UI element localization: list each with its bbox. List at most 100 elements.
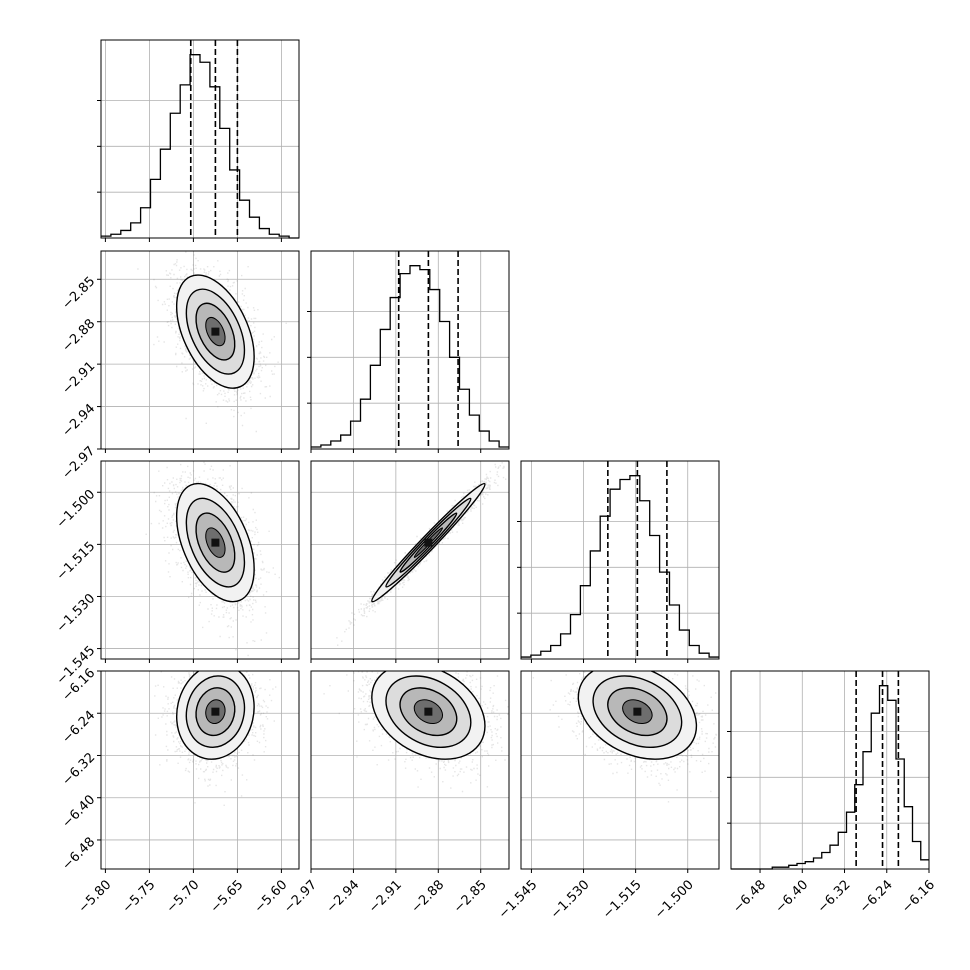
panel-frame bbox=[310, 250, 510, 450]
hist-bar bbox=[400, 274, 410, 449]
hist-bar bbox=[888, 700, 896, 869]
hist-bar bbox=[440, 321, 450, 449]
x-tick-label: −2.94 bbox=[324, 877, 363, 916]
panel-frame bbox=[310, 670, 510, 870]
hist-step-line bbox=[101, 54, 299, 239]
hist-bar bbox=[489, 441, 499, 449]
hist-step-line bbox=[731, 685, 929, 870]
hist-bar bbox=[814, 858, 822, 869]
hist-bar bbox=[896, 759, 904, 869]
panel-frame bbox=[520, 670, 720, 870]
hist-bar bbox=[830, 845, 838, 869]
hist-bar bbox=[620, 480, 630, 659]
panel-frame bbox=[520, 460, 720, 660]
hist-bar bbox=[380, 329, 390, 449]
histogram-panel-2 bbox=[307, 250, 510, 453]
histogram-panel-4 bbox=[727, 670, 930, 873]
x-tick-label: −1.500 bbox=[652, 877, 697, 922]
x-tick-label: −6.16 bbox=[899, 877, 938, 916]
hist-bar bbox=[541, 651, 551, 659]
density-peak bbox=[211, 538, 220, 547]
hist-bar bbox=[160, 149, 170, 238]
x-tick-label: −1.545 bbox=[496, 877, 541, 922]
x-tick-label: −2.97 bbox=[281, 877, 320, 916]
panel-content bbox=[311, 671, 509, 869]
hist-bar bbox=[370, 365, 380, 449]
hist-bar bbox=[180, 85, 190, 238]
x-tick-label: −5.65 bbox=[208, 877, 247, 916]
scatter-panel-3-1 bbox=[97, 460, 300, 663]
hist-bar bbox=[561, 634, 571, 659]
hist-bar bbox=[341, 435, 351, 449]
x-tick-label: −6.32 bbox=[815, 877, 854, 916]
panel-frame bbox=[100, 460, 300, 660]
x-tick-label: −6.48 bbox=[730, 877, 769, 916]
hist-bar bbox=[904, 807, 912, 869]
histogram-panel-1 bbox=[97, 39, 300, 242]
density-peak bbox=[424, 707, 433, 716]
x-tick-label: −5.70 bbox=[164, 877, 203, 916]
x-tick-label: −1.515 bbox=[600, 877, 645, 922]
x-tick-label: −6.40 bbox=[773, 877, 812, 916]
x-tick-label: −5.80 bbox=[76, 877, 115, 916]
y-tick-label: −2.85 bbox=[60, 274, 99, 313]
scatter-panel-4-1 bbox=[97, 670, 300, 873]
hist-bar bbox=[200, 62, 210, 238]
x-tick-label: −2.88 bbox=[409, 877, 448, 916]
x-tick-label: −5.75 bbox=[120, 877, 159, 916]
hist-bar bbox=[170, 113, 180, 238]
panel-content bbox=[101, 461, 299, 659]
panel-content bbox=[101, 251, 299, 449]
hist-bar bbox=[131, 223, 141, 238]
panel-frame bbox=[730, 670, 930, 870]
hist-bar bbox=[805, 862, 813, 869]
density-peak bbox=[211, 327, 220, 336]
hist-bar bbox=[250, 217, 260, 238]
hist-bar bbox=[121, 230, 131, 238]
hist-bar bbox=[863, 752, 871, 869]
hist-bar bbox=[640, 501, 650, 659]
x-tick-label: −1.530 bbox=[548, 877, 593, 922]
y-tick-label: −1.530 bbox=[54, 591, 99, 636]
y-tick-label: −6.32 bbox=[60, 750, 99, 789]
histogram-panel-3 bbox=[517, 460, 720, 663]
panel-frame bbox=[100, 250, 300, 450]
y-tick-label: −1.515 bbox=[54, 539, 99, 584]
scatter-panel-4-2 bbox=[310, 670, 510, 873]
hist-bar bbox=[838, 832, 846, 869]
density-peak bbox=[633, 707, 642, 716]
panel-frame bbox=[100, 670, 300, 870]
panel-frame bbox=[310, 460, 510, 660]
hist-bar bbox=[847, 812, 855, 869]
hist-step-line bbox=[521, 475, 719, 658]
y-tick-label: −2.88 bbox=[60, 316, 99, 355]
y-tick-label: −2.94 bbox=[60, 401, 99, 440]
hist-bar bbox=[699, 653, 709, 659]
y-tick-label: −6.40 bbox=[60, 792, 99, 831]
panel-content bbox=[311, 461, 509, 659]
y-tick-label: −1.500 bbox=[54, 487, 99, 532]
hist-bar bbox=[610, 489, 620, 659]
hist-bar bbox=[240, 200, 250, 238]
hist-bar bbox=[361, 399, 371, 449]
hist-step-line bbox=[311, 265, 509, 448]
hist-bar bbox=[331, 441, 341, 449]
panel-content bbox=[101, 671, 299, 869]
hist-bar bbox=[460, 389, 470, 449]
scatter-panel-3-2 bbox=[310, 460, 510, 663]
scatter-panel-2-1 bbox=[97, 250, 300, 453]
y-tick-label: −6.24 bbox=[60, 708, 99, 747]
hist-bar bbox=[660, 572, 670, 659]
hist-bar bbox=[797, 864, 805, 870]
x-tick-label: −5.60 bbox=[252, 877, 291, 916]
hist-bar bbox=[551, 645, 561, 659]
hist-bar bbox=[259, 229, 269, 238]
hist-bar bbox=[650, 535, 660, 659]
hist-bar bbox=[571, 615, 581, 659]
panel-content bbox=[521, 671, 719, 869]
hist-bar bbox=[220, 128, 230, 238]
hist-bar bbox=[689, 645, 699, 659]
y-tick-label: −2.91 bbox=[60, 359, 99, 398]
y-tick-label: −6.48 bbox=[60, 835, 99, 874]
